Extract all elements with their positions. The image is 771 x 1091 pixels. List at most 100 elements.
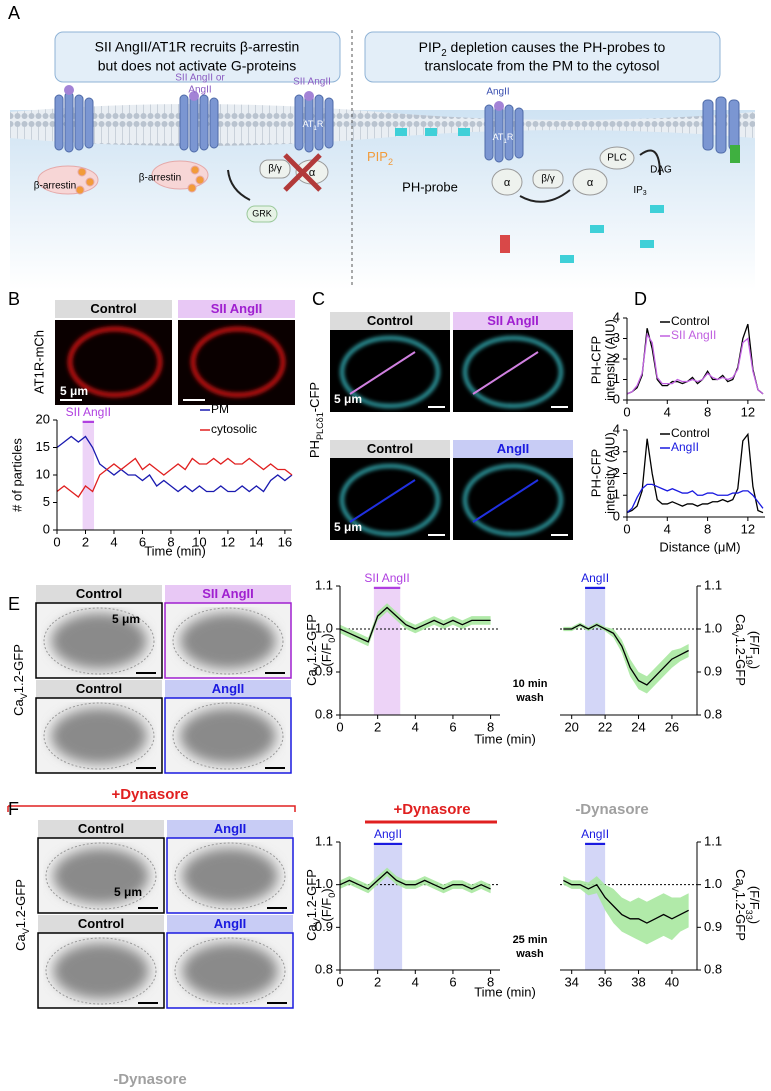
- header-label: Control: [76, 586, 122, 601]
- header-label: Control: [367, 441, 413, 456]
- profile-line: [349, 479, 416, 523]
- text-part: 1: [503, 138, 507, 145]
- label: -Dynasore: [575, 801, 648, 818]
- micrograph: [453, 458, 573, 540]
- label: AngII: [486, 87, 509, 98]
- x-tick-label: 36: [598, 974, 612, 989]
- text-part: R: [507, 132, 514, 142]
- x-tick-label: 8: [487, 974, 494, 989]
- y-axis-label: (F/F33): [744, 886, 762, 924]
- header: [330, 440, 450, 458]
- y-axis-label: # of particles: [9, 438, 24, 512]
- x-tick-label: 6: [139, 534, 146, 549]
- header: [55, 300, 172, 318]
- arrow: [519, 149, 661, 203]
- probes: [395, 128, 740, 263]
- header: [38, 915, 164, 933]
- x-tick-label: 4: [664, 404, 671, 419]
- label: Time (min): [474, 731, 536, 746]
- header-label: AngII: [212, 681, 245, 696]
- x-tick-label: 6: [449, 974, 456, 989]
- label: translocate from the PM to the cytosol: [425, 58, 660, 74]
- header-label: Control: [367, 313, 413, 328]
- label: SII AngII/AT1R recruits β-arrestin: [95, 39, 300, 55]
- y-axis-label: CaV1.2-GFP: [730, 614, 748, 686]
- y-tick-label: 3: [613, 443, 620, 458]
- text-part: AT: [303, 119, 314, 129]
- y-axis-label: CaV1.2-GFP: [304, 869, 322, 941]
- text-part: PH: [307, 440, 322, 458]
- y-tick-label: 0: [43, 521, 50, 536]
- label: wash: [515, 692, 544, 704]
- y-axis-label: intensity (AIU): [602, 432, 617, 514]
- series-line: [563, 879, 689, 924]
- label: CaV1.2-GFP: [13, 879, 31, 951]
- text-part: 1.2-GFP: [13, 879, 28, 928]
- profile-line: [472, 479, 539, 523]
- cell: [51, 708, 147, 764]
- x-tick-label: 6: [449, 719, 456, 734]
- label: AT1R-mCh: [31, 330, 46, 394]
- header: [38, 820, 164, 838]
- header-label: SII AngII: [202, 586, 254, 601]
- x-tick-label: 4: [412, 974, 419, 989]
- text-part: 2: [441, 48, 446, 59]
- x-tick-label: 2: [374, 974, 381, 989]
- label: wash: [515, 948, 544, 960]
- text-part: Ca: [733, 614, 748, 631]
- series-line: [56, 457, 293, 498]
- label: +Dynasore: [111, 786, 188, 803]
- y-axis-label: PH-CFP: [588, 449, 603, 497]
- cell: [463, 336, 563, 408]
- y-tick-label: 4: [613, 421, 620, 436]
- cell-outline: [172, 702, 284, 770]
- text-part: 1.2-GFP: [733, 892, 748, 941]
- y-tick-label: 0.9: [704, 919, 722, 934]
- label: α: [587, 177, 594, 189]
- y-tick-label: 0: [613, 391, 620, 406]
- cell: [53, 848, 149, 904]
- text-part: Ca: [13, 934, 28, 951]
- g-protein: [532, 169, 564, 189]
- text-part: IP: [633, 185, 643, 196]
- header-label: SII AngII: [487, 313, 539, 328]
- x-tick-label: 2: [374, 719, 381, 734]
- series-line: [339, 870, 491, 890]
- label: β-arrestin: [34, 181, 76, 192]
- x-tick-label: 24: [631, 719, 645, 734]
- y-tick-label: 0.8: [704, 961, 722, 976]
- y-axis-label: intensity (AIU): [602, 319, 617, 401]
- title-box: [364, 31, 721, 83]
- y-tick-label: 1.0: [704, 876, 722, 891]
- label: 5 μm: [60, 384, 88, 398]
- cell: [191, 327, 285, 397]
- label: PH-probe: [402, 179, 458, 194]
- label: PIP2 depletion causes the PH-probes to: [419, 39, 666, 59]
- text-part: 3: [643, 190, 647, 197]
- g-protein: [259, 159, 291, 179]
- text-part: 1: [313, 125, 317, 132]
- header-label: Control: [78, 916, 124, 931]
- stimulus-shade: [82, 420, 95, 530]
- text-part: 0: [327, 638, 337, 643]
- label: IP3: [633, 185, 646, 198]
- g-protein: [572, 168, 608, 196]
- y-tick-label: 0: [613, 508, 620, 523]
- legend-label: Control: [671, 314, 710, 328]
- y-tick-label: 1.1: [704, 577, 722, 592]
- arrestins: [37, 160, 209, 195]
- legend-label: PM: [211, 402, 229, 416]
- x-tick-label: 0: [623, 521, 630, 536]
- y-tick-label: 0.9: [315, 919, 333, 934]
- header: [167, 915, 293, 933]
- text-part: depletion causes the PH-probes to: [447, 39, 666, 55]
- text-part: V: [730, 886, 740, 893]
- panel-letter: B: [8, 289, 20, 309]
- x-tick-label: 8: [704, 404, 711, 419]
- text-part: -CFP: [307, 382, 322, 412]
- legend-label: AngII: [671, 440, 699, 454]
- title-box: [54, 31, 341, 83]
- micrograph: [178, 320, 295, 405]
- label: DAG: [650, 165, 672, 176]
- header-label: Control: [76, 681, 122, 696]
